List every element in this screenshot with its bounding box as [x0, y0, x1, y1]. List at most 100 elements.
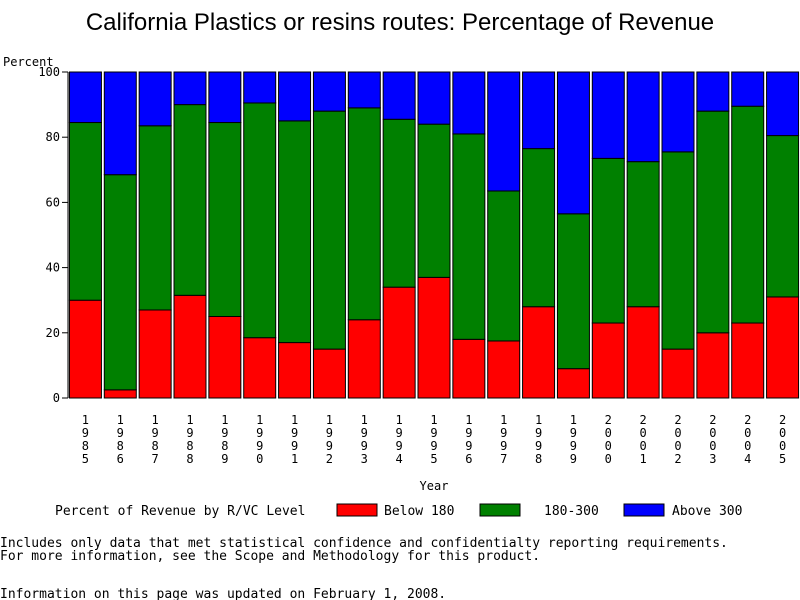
bar-1986-series-1 — [103, 174, 137, 391]
bar-1987-series-2 — [138, 71, 172, 127]
bar-2000-series-0 — [591, 322, 625, 399]
bar-1996-series-0 — [452, 338, 486, 399]
bar-2002-series-2 — [661, 71, 695, 153]
bar-1998-series-0 — [522, 306, 556, 399]
bar-2002-series-0 — [661, 348, 695, 399]
bar-1994-series-1 — [382, 118, 416, 288]
y-tick-label-20: 20 — [46, 326, 60, 340]
bar-2003-series-2 — [696, 71, 730, 112]
legend: Below 180 180-300 Above 300 — [336, 503, 742, 519]
bar-2005-series-2 — [766, 71, 800, 137]
bar-1993-series-0 — [347, 319, 381, 399]
bar-1997-series-2 — [487, 71, 521, 192]
legend-swatch-0 — [336, 503, 378, 517]
bar-1988-series-0 — [173, 294, 207, 399]
bar-1995-series-0 — [417, 276, 451, 399]
bar-1985-series-2 — [68, 71, 102, 124]
y-axis-label: Percent — [3, 55, 54, 69]
note-line-1: Includes only data that met statistical … — [0, 536, 728, 551]
bar-1999-series-0 — [556, 368, 590, 399]
bar-1988-series-1 — [173, 104, 207, 296]
bar-2001-series-0 — [626, 306, 660, 399]
x-axis-label: Year — [420, 479, 449, 493]
bar-1986-series-0 — [103, 389, 137, 399]
bar-2000-series-2 — [591, 71, 625, 159]
bar-1999-series-2 — [556, 71, 590, 215]
bar-1988-series-2 — [173, 71, 207, 106]
y-tick-label-80: 80 — [46, 130, 60, 144]
bar-1995-series-1 — [417, 123, 451, 278]
bar-1987-series-1 — [138, 125, 172, 311]
bar-2004-series-0 — [731, 322, 765, 399]
legend-swatch-2 — [623, 503, 665, 517]
bar-2004-series-2 — [731, 71, 765, 107]
bar-2003-series-1 — [696, 110, 730, 334]
bar-2004-series-1 — [731, 105, 765, 324]
note-line-2: For more information, see the Scope and … — [0, 549, 540, 564]
bar-2002-series-1 — [661, 151, 695, 350]
bar-1992-series-2 — [312, 71, 346, 112]
bar-1990-series-1 — [243, 102, 277, 339]
bar-1991-series-2 — [278, 71, 312, 122]
legend-title: Percent of Revenue by R/VC Level — [55, 504, 305, 519]
bar-2000-series-1 — [591, 157, 625, 324]
bar-2005-series-1 — [766, 135, 800, 298]
bar-2003-series-0 — [696, 332, 730, 399]
bar-1987-series-0 — [138, 309, 172, 399]
bar-1990-series-0 — [243, 337, 277, 399]
bar-2001-series-2 — [626, 71, 660, 163]
legend-label-1: 180-300 — [544, 504, 599, 519]
bar-1999-series-1 — [556, 213, 590, 370]
bar-1997-series-1 — [487, 190, 521, 342]
bar-1998-series-2 — [522, 71, 556, 150]
bar-1994-series-2 — [382, 71, 416, 120]
y-tick-label-0: 0 — [53, 391, 60, 405]
bar-1985-series-1 — [68, 122, 102, 301]
y-tick-label-40: 40 — [46, 261, 60, 275]
bars-group — [68, 71, 800, 399]
y-tick-label-60: 60 — [46, 195, 60, 209]
bar-1992-series-1 — [312, 110, 346, 350]
bar-1989-series-1 — [208, 122, 242, 317]
bar-2005-series-0 — [766, 296, 800, 399]
legend-swatch-1 — [479, 503, 521, 517]
bar-1996-series-1 — [452, 133, 486, 340]
legend-label-0: Below 180 — [384, 504, 454, 519]
bar-1989-series-2 — [208, 71, 242, 124]
bar-1996-series-2 — [452, 71, 486, 135]
bar-1994-series-0 — [382, 286, 416, 399]
bar-1989-series-0 — [208, 316, 242, 399]
chart-title: California Plastics or resins routes: Pe… — [86, 9, 714, 36]
bar-2001-series-1 — [626, 161, 660, 308]
bar-1998-series-1 — [522, 148, 556, 308]
bar-1991-series-1 — [278, 120, 312, 344]
bar-1993-series-1 — [347, 107, 381, 321]
axes-group: 1 9 8 5 1 9 8 6 1 9 8 7 1 9 8 8 1 9 8 9 1 9 9 0 1 9 9 1 1 9 9 2 1 9 9 3 1 9 9 4… — [38, 65, 786, 466]
legend-label-2: Above 300 — [672, 504, 742, 519]
bar-1990-series-2 — [243, 71, 277, 104]
bar-1995-series-2 — [417, 71, 451, 125]
bar-1992-series-0 — [312, 348, 346, 399]
bar-1997-series-0 — [487, 340, 521, 399]
bar-1985-series-0 — [68, 299, 102, 399]
